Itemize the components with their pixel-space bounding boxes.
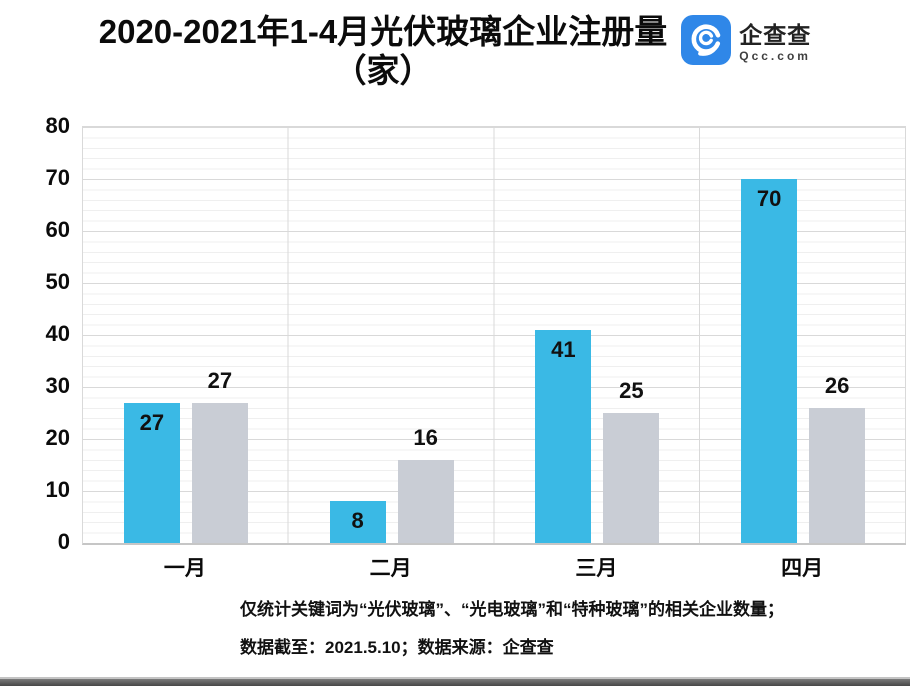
x-axis-category-label: 三月 — [575, 557, 618, 580]
bar-column-blue: 27 — [123, 402, 180, 543]
bar-column-gray: 27 — [191, 367, 248, 543]
category-group: 70 26 — [700, 127, 906, 543]
bar-value-label: 16 — [413, 424, 438, 450]
y-axis-tick-label: 50 — [45, 269, 70, 294]
bar-value-label: 8 — [351, 508, 364, 534]
chart-header: 2020-2021年1-4月光伏玻璃企业注册量 （家） 企查查 Qcc.com — [0, 12, 910, 90]
y-axis-tick-label: 0 — [57, 529, 70, 554]
bar-value-label: 25 — [619, 378, 644, 403]
category-group: 27 27 — [83, 127, 289, 543]
qcc-logo-icon — [681, 15, 732, 70]
bar-value-label: 41 — [551, 336, 576, 362]
y-axis-tick-label: 40 — [45, 321, 70, 346]
x-axis-category-label: 一月 — [163, 557, 206, 580]
qcc-brand-en: Qcc.com — [739, 49, 811, 63]
bar-gray — [191, 402, 248, 543]
x-axis-labels: 一月 二月 三月 四月 — [82, 556, 905, 584]
x-axis-category-label: 四月 — [781, 557, 824, 580]
qcc-logo-text: 企查查 Qcc.com — [739, 22, 811, 63]
chart-footnote: 仅统计关键词为“光伏玻璃”、“光电玻璃”和“特种玻璃”的相关企业数量； 数据截至… — [240, 599, 784, 659]
y-axis-tick-label: 20 — [45, 425, 70, 450]
y-axis-tick-label: 60 — [45, 217, 70, 242]
y-axis-tick-label: 10 — [45, 477, 70, 502]
bar-blue: 27 — [123, 402, 180, 543]
footnote-line2: 数据截至：2021.5.10；数据来源：企查查 — [240, 638, 554, 657]
y-axis-tick-label: 80 — [45, 113, 70, 138]
qcc-brand-cn: 企查查 — [739, 22, 812, 48]
x-axis-category-label: 二月 — [369, 557, 412, 580]
bar-gray — [603, 413, 660, 543]
footnote-line1: 仅统计关键词为“光伏玻璃”、“光电玻璃”和“特种玻璃”的相关企业数量； — [240, 600, 784, 619]
category-group: 8 16 — [289, 127, 495, 543]
chart-title-line1: 2020-2021年1-4月光伏玻璃企业注册量 — [98, 13, 668, 50]
bar-column-gray: 16 — [397, 424, 454, 543]
category-group: 41 25 — [495, 127, 701, 543]
bar-value-label: 27 — [139, 409, 165, 435]
bar-column-gray: 26 — [809, 372, 866, 543]
bar-column-blue: 8 — [329, 501, 386, 543]
y-axis-tick-label: 30 — [45, 373, 70, 398]
plot-area: 27 27 8 16 41 25 70 26 — [82, 126, 906, 545]
bar-value-label: 26 — [824, 372, 850, 398]
bar-blue: 70 — [741, 179, 798, 543]
chart-title-line2: （家） — [333, 52, 433, 89]
chart-title: 2020-2021年1-4月光伏玻璃企业注册量 （家） — [99, 12, 668, 90]
bar-value-label: 27 — [207, 367, 233, 393]
bar-column-blue: 41 — [535, 329, 592, 543]
bar-column-gray: 25 — [603, 378, 660, 543]
bar-blue: 41 — [535, 329, 592, 543]
bar-column-blue: 70 — [741, 179, 798, 543]
bottom-divider-bar — [0, 677, 910, 686]
bar-gray — [809, 407, 866, 543]
bar-gray — [397, 459, 454, 543]
qcc-logo: 企查查 Qcc.com — [681, 15, 811, 70]
bar-blue: 8 — [329, 501, 386, 543]
y-axis-tick-label: 70 — [45, 165, 70, 190]
y-axis-labels: 0 10 20 30 40 50 60 70 80 — [0, 115, 82, 553]
bar-value-label: 70 — [756, 186, 782, 211]
